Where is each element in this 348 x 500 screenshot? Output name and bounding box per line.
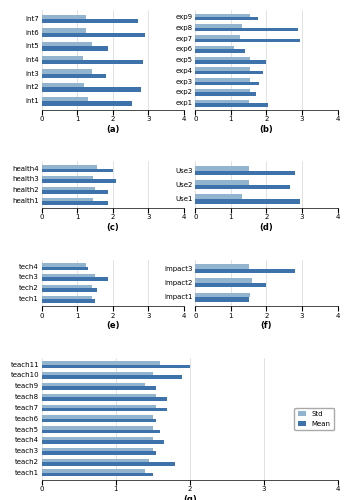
Bar xyxy=(195,60,267,64)
Bar xyxy=(42,383,145,386)
Bar xyxy=(42,430,160,433)
Bar xyxy=(195,103,268,106)
Bar xyxy=(195,35,240,38)
X-axis label: (a): (a) xyxy=(106,125,120,134)
Bar xyxy=(42,266,88,270)
Bar xyxy=(195,269,295,274)
Bar xyxy=(195,199,300,203)
Bar xyxy=(42,404,156,408)
Bar xyxy=(42,278,108,281)
Bar xyxy=(42,419,156,422)
X-axis label: (b): (b) xyxy=(260,125,273,134)
Bar xyxy=(42,74,106,78)
X-axis label: (d): (d) xyxy=(260,223,273,232)
Bar xyxy=(42,426,153,430)
Bar xyxy=(195,17,258,20)
Bar xyxy=(195,283,267,288)
Bar xyxy=(195,292,251,297)
Bar xyxy=(195,89,251,92)
Bar xyxy=(42,201,108,204)
Bar xyxy=(195,185,290,190)
Bar xyxy=(42,198,93,201)
Bar xyxy=(42,448,153,452)
Bar xyxy=(42,437,153,440)
Bar xyxy=(42,416,153,419)
Bar xyxy=(42,452,156,455)
Bar xyxy=(42,462,175,466)
Bar xyxy=(195,278,252,283)
Bar xyxy=(42,386,156,390)
Bar xyxy=(42,473,153,476)
Bar xyxy=(42,14,86,19)
Bar xyxy=(42,296,92,299)
Bar xyxy=(195,38,300,42)
Bar xyxy=(195,50,245,52)
X-axis label: (f): (f) xyxy=(261,322,272,330)
X-axis label: (e): (e) xyxy=(106,322,120,330)
Bar xyxy=(42,97,88,101)
Bar xyxy=(42,190,108,194)
X-axis label: (g): (g) xyxy=(183,495,197,500)
Bar xyxy=(42,168,113,172)
Bar xyxy=(42,288,97,292)
Bar xyxy=(42,274,95,278)
Bar xyxy=(42,32,145,37)
Bar xyxy=(42,19,138,24)
Bar xyxy=(42,364,190,368)
Bar xyxy=(42,28,86,32)
Bar xyxy=(42,70,92,74)
Bar xyxy=(195,180,249,185)
Bar xyxy=(42,408,167,412)
Bar xyxy=(42,42,92,46)
Legend: Std, Mean: Std, Mean xyxy=(294,408,334,430)
Bar xyxy=(42,394,156,397)
Bar xyxy=(195,24,242,28)
Bar xyxy=(195,68,251,71)
Bar xyxy=(195,56,251,60)
Bar xyxy=(42,88,141,92)
Bar xyxy=(42,56,82,60)
Bar xyxy=(195,92,256,96)
Bar xyxy=(42,440,164,444)
Bar xyxy=(42,470,145,473)
Bar xyxy=(42,285,92,288)
Bar xyxy=(195,100,249,103)
Bar xyxy=(42,376,182,379)
Bar xyxy=(42,263,86,266)
Bar xyxy=(195,170,295,175)
Bar xyxy=(195,82,259,85)
Bar xyxy=(195,71,263,74)
Bar xyxy=(42,46,108,50)
Bar xyxy=(195,194,242,199)
Bar xyxy=(195,14,251,17)
Bar xyxy=(42,299,95,302)
Bar xyxy=(195,297,249,302)
Bar xyxy=(42,361,160,364)
Bar xyxy=(42,372,153,376)
Bar xyxy=(42,60,143,64)
Bar xyxy=(42,187,95,190)
Bar xyxy=(42,180,117,183)
Bar xyxy=(42,458,149,462)
Bar xyxy=(42,176,93,180)
Bar xyxy=(195,28,299,31)
Bar xyxy=(195,166,249,170)
X-axis label: (c): (c) xyxy=(106,223,119,232)
Bar xyxy=(42,83,85,87)
Bar xyxy=(195,46,235,50)
Bar xyxy=(42,397,167,400)
Bar xyxy=(42,165,97,168)
Bar xyxy=(195,78,251,82)
Bar xyxy=(195,264,249,269)
Bar xyxy=(42,101,133,105)
